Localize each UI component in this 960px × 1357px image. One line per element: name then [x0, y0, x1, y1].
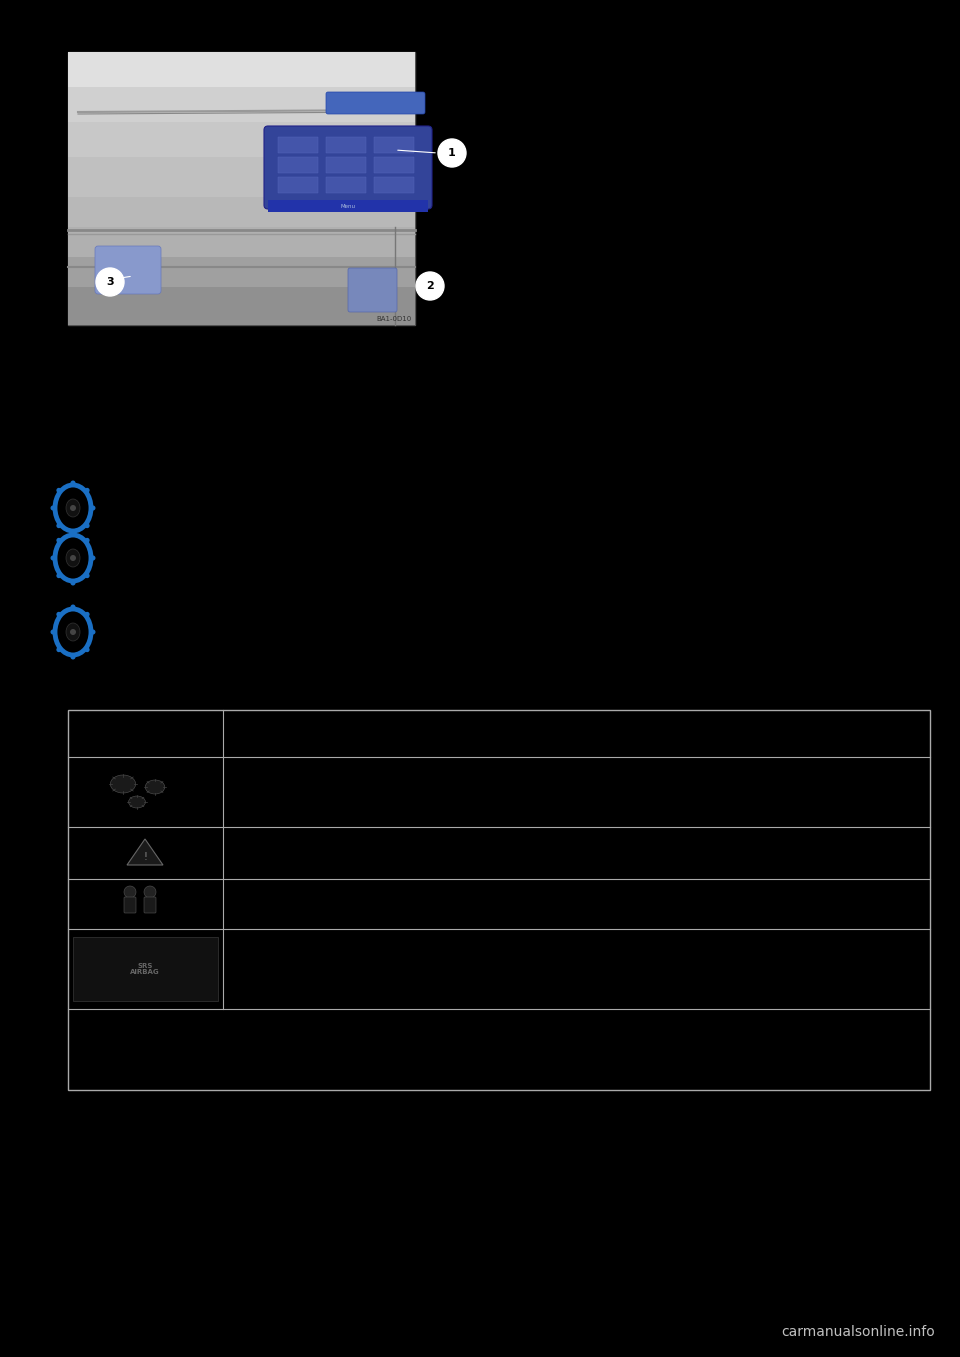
- FancyBboxPatch shape: [68, 157, 415, 197]
- Circle shape: [96, 267, 124, 296]
- Circle shape: [84, 612, 89, 617]
- Circle shape: [84, 524, 89, 528]
- Text: 1: 1: [448, 148, 456, 157]
- FancyBboxPatch shape: [73, 936, 218, 1001]
- FancyBboxPatch shape: [326, 92, 425, 114]
- Circle shape: [416, 271, 444, 300]
- Circle shape: [70, 654, 76, 660]
- FancyBboxPatch shape: [326, 137, 366, 153]
- Circle shape: [124, 886, 136, 898]
- Circle shape: [90, 630, 95, 635]
- Circle shape: [57, 537, 61, 543]
- FancyBboxPatch shape: [124, 897, 136, 913]
- Text: SRS
AIRBAG: SRS AIRBAG: [131, 962, 159, 976]
- Circle shape: [70, 581, 76, 585]
- Circle shape: [90, 506, 95, 510]
- Ellipse shape: [66, 623, 80, 641]
- Circle shape: [90, 555, 95, 560]
- Ellipse shape: [145, 780, 165, 794]
- Text: 2: 2: [426, 281, 434, 290]
- Ellipse shape: [129, 797, 145, 807]
- Circle shape: [70, 630, 76, 635]
- FancyBboxPatch shape: [68, 197, 415, 227]
- Circle shape: [57, 647, 61, 653]
- Circle shape: [84, 537, 89, 543]
- FancyBboxPatch shape: [68, 710, 930, 1090]
- Circle shape: [51, 555, 56, 560]
- Text: BA1-0D10: BA1-0D10: [376, 316, 412, 322]
- Circle shape: [70, 555, 76, 560]
- Text: 3: 3: [107, 277, 114, 286]
- Text: !: !: [143, 852, 147, 862]
- FancyBboxPatch shape: [95, 246, 161, 294]
- FancyBboxPatch shape: [348, 267, 397, 312]
- FancyBboxPatch shape: [68, 87, 415, 122]
- Ellipse shape: [66, 550, 80, 567]
- Text: Menu: Menu: [341, 205, 355, 209]
- FancyBboxPatch shape: [374, 157, 414, 172]
- FancyBboxPatch shape: [278, 137, 318, 153]
- Circle shape: [57, 487, 61, 493]
- FancyBboxPatch shape: [68, 122, 415, 157]
- Circle shape: [144, 886, 156, 898]
- Circle shape: [70, 480, 76, 486]
- FancyBboxPatch shape: [144, 897, 156, 913]
- Circle shape: [438, 138, 466, 167]
- FancyBboxPatch shape: [68, 52, 415, 87]
- FancyBboxPatch shape: [68, 256, 415, 286]
- Circle shape: [84, 487, 89, 493]
- Text: carmanualsonline.info: carmanualsonline.info: [781, 1324, 935, 1339]
- FancyBboxPatch shape: [68, 286, 415, 324]
- Circle shape: [51, 506, 56, 510]
- FancyBboxPatch shape: [278, 157, 318, 172]
- Circle shape: [84, 647, 89, 653]
- FancyBboxPatch shape: [278, 176, 318, 193]
- Ellipse shape: [66, 499, 80, 517]
- Circle shape: [57, 612, 61, 617]
- Circle shape: [70, 604, 76, 609]
- Circle shape: [51, 630, 56, 635]
- FancyBboxPatch shape: [68, 227, 415, 256]
- FancyBboxPatch shape: [268, 199, 428, 212]
- FancyBboxPatch shape: [374, 176, 414, 193]
- Polygon shape: [127, 839, 163, 864]
- Circle shape: [70, 531, 76, 536]
- FancyBboxPatch shape: [326, 157, 366, 172]
- Circle shape: [70, 505, 76, 512]
- Circle shape: [57, 573, 61, 578]
- Ellipse shape: [110, 775, 135, 792]
- FancyBboxPatch shape: [68, 52, 415, 324]
- Circle shape: [57, 524, 61, 528]
- FancyBboxPatch shape: [326, 176, 366, 193]
- Circle shape: [70, 531, 76, 536]
- FancyBboxPatch shape: [264, 126, 432, 209]
- FancyBboxPatch shape: [374, 137, 414, 153]
- Circle shape: [84, 573, 89, 578]
